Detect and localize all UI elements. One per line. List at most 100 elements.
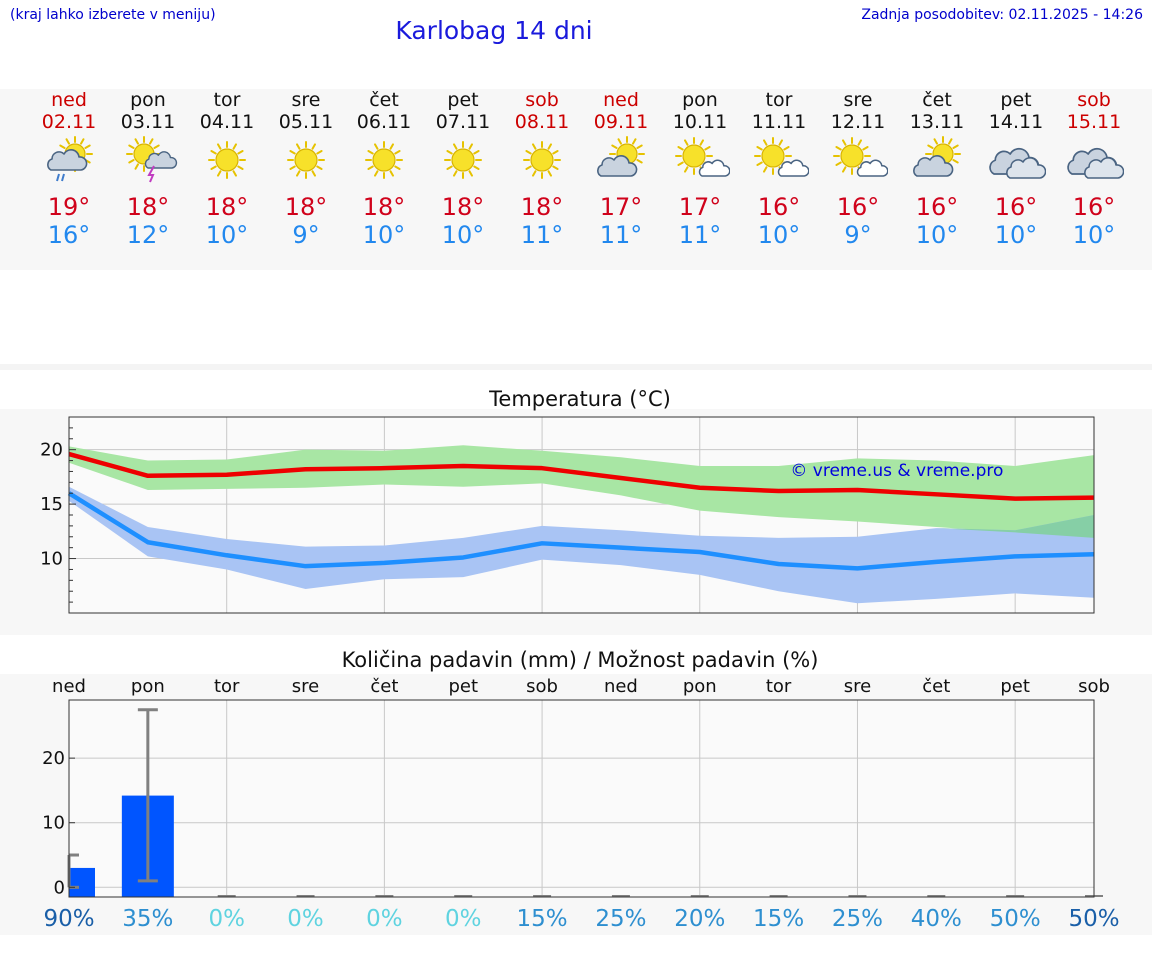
precip-probability-label: 50% bbox=[1068, 906, 1119, 932]
cloud-shape bbox=[856, 159, 888, 177]
day-date: 06.11 bbox=[356, 111, 412, 133]
sun-ray bbox=[677, 161, 684, 166]
x-category-label: sob bbox=[1078, 676, 1110, 697]
sun-ray bbox=[704, 146, 711, 151]
rain-drop bbox=[61, 173, 65, 182]
sun-ray bbox=[84, 144, 91, 149]
sun-ray bbox=[927, 144, 934, 149]
y-tick-label: 0 bbox=[54, 877, 65, 898]
sun-ray bbox=[453, 143, 458, 150]
sun-ray bbox=[756, 146, 763, 151]
sun-ray bbox=[473, 165, 480, 170]
precip-probability-label: 40% bbox=[911, 906, 962, 932]
sun-ray bbox=[835, 161, 842, 166]
sun-ray bbox=[835, 146, 842, 151]
sun-ray bbox=[232, 170, 237, 177]
last-updated: Zadnja posodobitev: 02.11.2025 - 14:26 bbox=[861, 7, 1143, 23]
x-category-label: pet bbox=[1000, 676, 1030, 697]
day-date: 14.11 bbox=[988, 111, 1044, 133]
sun-ray bbox=[552, 150, 559, 155]
sun-ray bbox=[311, 170, 316, 177]
min-temp-line bbox=[67, 491, 1095, 571]
sun-ray bbox=[617, 138, 622, 145]
y-tick-label: 10 bbox=[42, 813, 65, 834]
sun-ray bbox=[473, 150, 480, 155]
sun-ray bbox=[857, 139, 862, 146]
day-name: sre bbox=[291, 89, 321, 111]
sun-ray bbox=[367, 150, 374, 155]
sun-ray bbox=[763, 139, 768, 146]
min-temp: 10° bbox=[205, 221, 249, 249]
forecast-day: ned 09.11 17° 11° bbox=[582, 89, 660, 249]
sun-icon bbox=[444, 141, 482, 179]
max-temp: 16° bbox=[1072, 193, 1116, 221]
day-date: 11.11 bbox=[751, 111, 807, 133]
y-tick-label: 20 bbox=[40, 440, 63, 461]
precip-probability-label: 0% bbox=[287, 906, 324, 932]
sun-ray bbox=[389, 143, 394, 150]
forecast-day: čet 06.11 18° 10° bbox=[345, 89, 423, 249]
min-temp: 10° bbox=[362, 221, 406, 249]
day-name: sob bbox=[525, 89, 559, 111]
sun-ray bbox=[699, 139, 704, 146]
sun-disc bbox=[530, 148, 554, 172]
sun-ray bbox=[232, 143, 237, 150]
min-temp: 10° bbox=[757, 221, 801, 249]
x-category-label: čet bbox=[370, 676, 398, 697]
sun-ray bbox=[217, 143, 222, 150]
precip-probability-label: 25% bbox=[832, 906, 883, 932]
sun-ray bbox=[446, 165, 453, 170]
min-temp: 9° bbox=[844, 221, 872, 249]
cloud-shape bbox=[47, 149, 88, 171]
sun-big-cloud-icon bbox=[597, 136, 645, 177]
precip-probability-label: 0% bbox=[208, 906, 245, 932]
sun-ray bbox=[80, 138, 85, 145]
cloud-shape bbox=[777, 159, 809, 177]
sun-disc bbox=[761, 144, 785, 168]
day-name: tor bbox=[213, 89, 241, 111]
precip-probability-label: 20% bbox=[674, 906, 725, 932]
min-temp: 10° bbox=[994, 221, 1038, 249]
max-temp: 16° bbox=[915, 193, 959, 221]
max-temp: 18° bbox=[520, 193, 564, 221]
forecast-day: pon 03.11 18° 12° bbox=[109, 89, 187, 249]
sun-ray bbox=[316, 165, 323, 170]
sun-ray bbox=[453, 170, 458, 177]
day-name: pet bbox=[447, 89, 479, 111]
sun-ray bbox=[636, 144, 643, 149]
sun-disc bbox=[215, 148, 239, 172]
sun-icon bbox=[365, 141, 403, 179]
day-name: pon bbox=[130, 89, 166, 111]
sun-ray bbox=[952, 144, 959, 149]
region-hint: (kraj lahko izberete v meniju) bbox=[10, 7, 216, 23]
min-temp: 11° bbox=[599, 221, 643, 249]
sun-ray bbox=[389, 170, 394, 177]
precip-probability-label: 50% bbox=[990, 906, 1041, 932]
sun-ray bbox=[217, 170, 222, 177]
forecast-day: sre 05.11 18° 9° bbox=[267, 89, 345, 249]
rain-drop bbox=[56, 173, 60, 182]
sun-disc bbox=[840, 144, 864, 168]
day-date: 10.11 bbox=[672, 111, 728, 133]
sun-small-cloud-icon bbox=[833, 137, 888, 177]
day-name: čet bbox=[922, 89, 952, 111]
sun-ray bbox=[468, 170, 473, 177]
min-temp: 10° bbox=[1072, 221, 1116, 249]
sun-ray bbox=[149, 138, 154, 145]
x-category-label: tor bbox=[766, 676, 792, 697]
x-category-label: sre bbox=[292, 676, 319, 697]
min-temp: 12° bbox=[126, 221, 170, 249]
sun-ray bbox=[948, 138, 953, 145]
min-temp: 9° bbox=[292, 221, 320, 249]
plot-area bbox=[69, 700, 1094, 897]
cloudy-icon bbox=[989, 147, 1046, 179]
sun-ray bbox=[756, 161, 763, 166]
sun-ray bbox=[552, 165, 559, 170]
precip-probability-label: 0% bbox=[366, 906, 403, 932]
x-category-label: tor bbox=[214, 676, 240, 697]
forecast-day: čet 13.11 16° 10° bbox=[898, 89, 976, 249]
forecast-day: sob 15.11 16° 10° bbox=[1055, 89, 1133, 249]
sun-ray bbox=[547, 143, 552, 150]
forecast-day: pon 10.11 17° 11° bbox=[661, 89, 739, 249]
cloudy-icon bbox=[1067, 147, 1124, 179]
